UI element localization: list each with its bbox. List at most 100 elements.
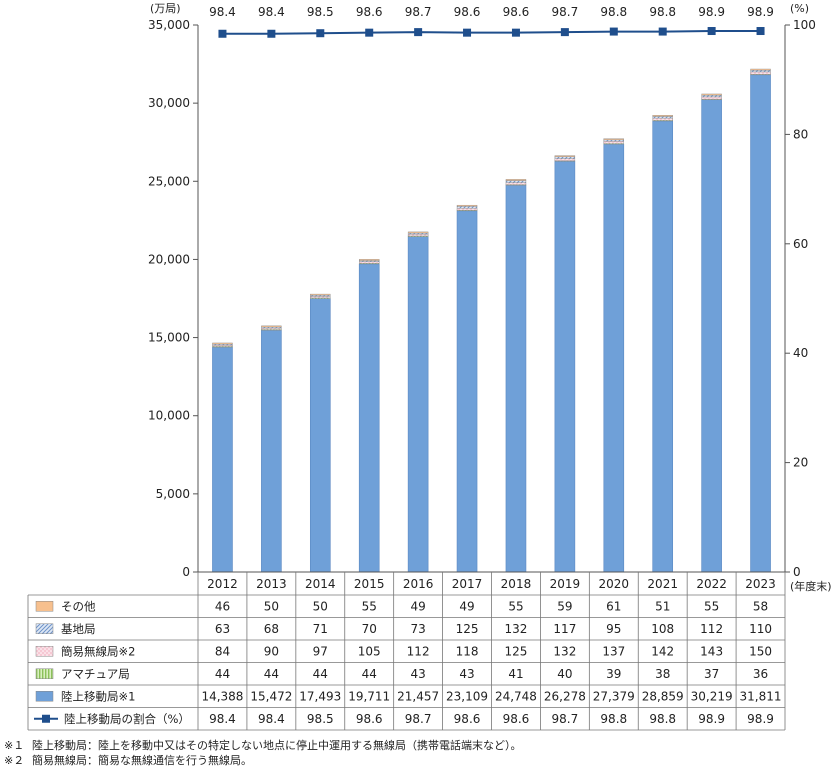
y-axis-right-unit: (%) xyxy=(790,2,809,15)
table-cell: 61 xyxy=(606,599,621,613)
bar-2020-s4 xyxy=(603,138,624,141)
table-cell: 137 xyxy=(602,644,625,658)
ratio-line-layer: 98.4 98.4 98.5 98.6 98.7 98.6 98.6 98.7 98.8 98.8… xyxy=(209,5,774,38)
table-cell: 44 xyxy=(215,667,230,681)
ratio-data-label: 98.7 xyxy=(552,5,579,19)
legend-swatch-3 xyxy=(35,623,54,634)
bar-2020-s2 xyxy=(603,141,624,144)
table-cell: 143 xyxy=(700,644,723,658)
table-cell: 98.6 xyxy=(454,712,481,726)
table-cell: 14,388 xyxy=(201,689,243,703)
ratio-data-label: 98.9 xyxy=(747,5,774,19)
table-cell: 71 xyxy=(313,622,328,636)
table-cell: 49 xyxy=(459,599,474,613)
bar-2023-s0 xyxy=(750,74,771,573)
table-cell: 49 xyxy=(410,599,425,613)
x-tick-label: 2016 xyxy=(403,577,434,591)
ratio-point-2023 xyxy=(756,27,765,36)
y-tick-label-right: 60 xyxy=(793,237,808,251)
x-tick-label: 2012 xyxy=(207,577,238,591)
bar-2020-s0 xyxy=(603,143,625,573)
table-cell: 19,711 xyxy=(348,689,390,703)
bar-2023-s3 xyxy=(750,70,771,73)
legend-swatch-2 xyxy=(35,646,54,657)
bar-2015-s2 xyxy=(359,261,380,264)
ratio-data-label: 98.6 xyxy=(454,5,481,19)
x-axis-unit: (年度末) xyxy=(790,579,832,593)
x-tick-label: 2022 xyxy=(696,577,727,591)
table-cell: 98.5 xyxy=(307,712,334,726)
table-cell: 43 xyxy=(459,667,474,681)
table-row-label: 陸上移動局※1 xyxy=(61,689,135,703)
bar-2013-s2 xyxy=(261,327,282,330)
table-cell: 44 xyxy=(264,667,279,681)
table-cell: 98.4 xyxy=(209,712,236,726)
table-cell: 23,109 xyxy=(446,689,488,703)
table-cell: 150 xyxy=(749,644,772,658)
bar-2018-s4 xyxy=(505,179,527,181)
bar-2023-s2 xyxy=(750,71,771,75)
ratio-data-label: 98.8 xyxy=(600,5,627,19)
ratio-point-2021 xyxy=(658,27,667,36)
ratio-line xyxy=(222,30,761,35)
x-tick-label: 2019 xyxy=(550,577,581,591)
ratio-point-2015 xyxy=(365,28,374,37)
table-cell: 51 xyxy=(655,599,670,613)
ratio-point-2014 xyxy=(316,29,325,38)
table-cell: 59 xyxy=(557,599,572,613)
table-cell: 17,493 xyxy=(299,689,341,703)
x-tick-label: 2015 xyxy=(354,577,385,591)
table-cell: 105 xyxy=(358,644,381,658)
ratio-data-label: 98.6 xyxy=(503,5,530,19)
legend-swatch-4 xyxy=(35,601,54,612)
table-cell: 112 xyxy=(700,622,723,636)
table-cell: 118 xyxy=(456,644,479,658)
bar-2023-s4 xyxy=(750,68,771,71)
table-cell: 68 xyxy=(264,622,279,636)
y-tick-label-left: 35,000 xyxy=(148,18,190,32)
bar-2020-s3 xyxy=(603,139,624,142)
y-tick-label-left: 10,000 xyxy=(148,409,190,423)
bar-2016-s4 xyxy=(407,231,429,234)
table-row-label: その他 xyxy=(61,599,96,613)
table-cell: 84 xyxy=(215,644,230,658)
y-tick-label-left: 25,000 xyxy=(148,174,190,188)
bar-2016-s0 xyxy=(407,236,429,573)
table-cell: 132 xyxy=(553,644,576,658)
ratio-point-2012 xyxy=(218,29,227,38)
footnote-mark: ※２ xyxy=(4,754,24,767)
bar-2022-s4 xyxy=(701,93,722,96)
ratio-point-2013 xyxy=(267,29,276,38)
ratio-data-label: 98.8 xyxy=(649,5,676,19)
table-cell: 43 xyxy=(410,667,425,681)
bar-2022-s2 xyxy=(701,96,722,100)
y-tick-label-left: 5,000 xyxy=(156,487,190,501)
table-cell: 36 xyxy=(753,667,768,681)
table-cell: 108 xyxy=(651,622,674,636)
table-cell: 98.9 xyxy=(747,712,774,726)
footnotes: ※１ 陸上移動局：陸上を移動中又はその特定しない地点に停止中運用する無線局（携帯電… xyxy=(4,738,522,767)
footnote-text: 簡易無線局：簡易な無線通信を行う無線局。 xyxy=(32,753,252,767)
y-tick-label-right: 20 xyxy=(793,456,808,470)
table-cell: 98.8 xyxy=(600,712,627,726)
bar-2016-s2 xyxy=(407,234,429,237)
axes-layer: 0 5,000 10,000 15,000 20,000 25,000 30,000 35,0… xyxy=(148,2,832,593)
ratio-point-2016 xyxy=(414,28,423,37)
bar-2018-s3 xyxy=(505,180,527,183)
table-cell: 98.8 xyxy=(649,712,676,726)
bar-2014-s0 xyxy=(309,298,331,573)
table-cell: 27,379 xyxy=(593,689,635,703)
x-tick-label: 2014 xyxy=(305,577,336,591)
table-cell: 28,859 xyxy=(642,689,684,703)
ratio-data-label: 98.9 xyxy=(698,5,725,19)
table-cell: 44 xyxy=(313,667,328,681)
table-cell: 70 xyxy=(362,622,377,636)
table-cell: 50 xyxy=(313,599,328,613)
table-cell: 46 xyxy=(215,599,230,613)
bar-2014-s2 xyxy=(310,296,331,299)
bar-2019-s2 xyxy=(554,158,576,161)
table-cell: 98.7 xyxy=(405,712,432,726)
table-cell: 98.6 xyxy=(503,712,530,726)
x-tick-label: 2018 xyxy=(501,577,532,591)
table-cell: 97 xyxy=(313,644,328,658)
